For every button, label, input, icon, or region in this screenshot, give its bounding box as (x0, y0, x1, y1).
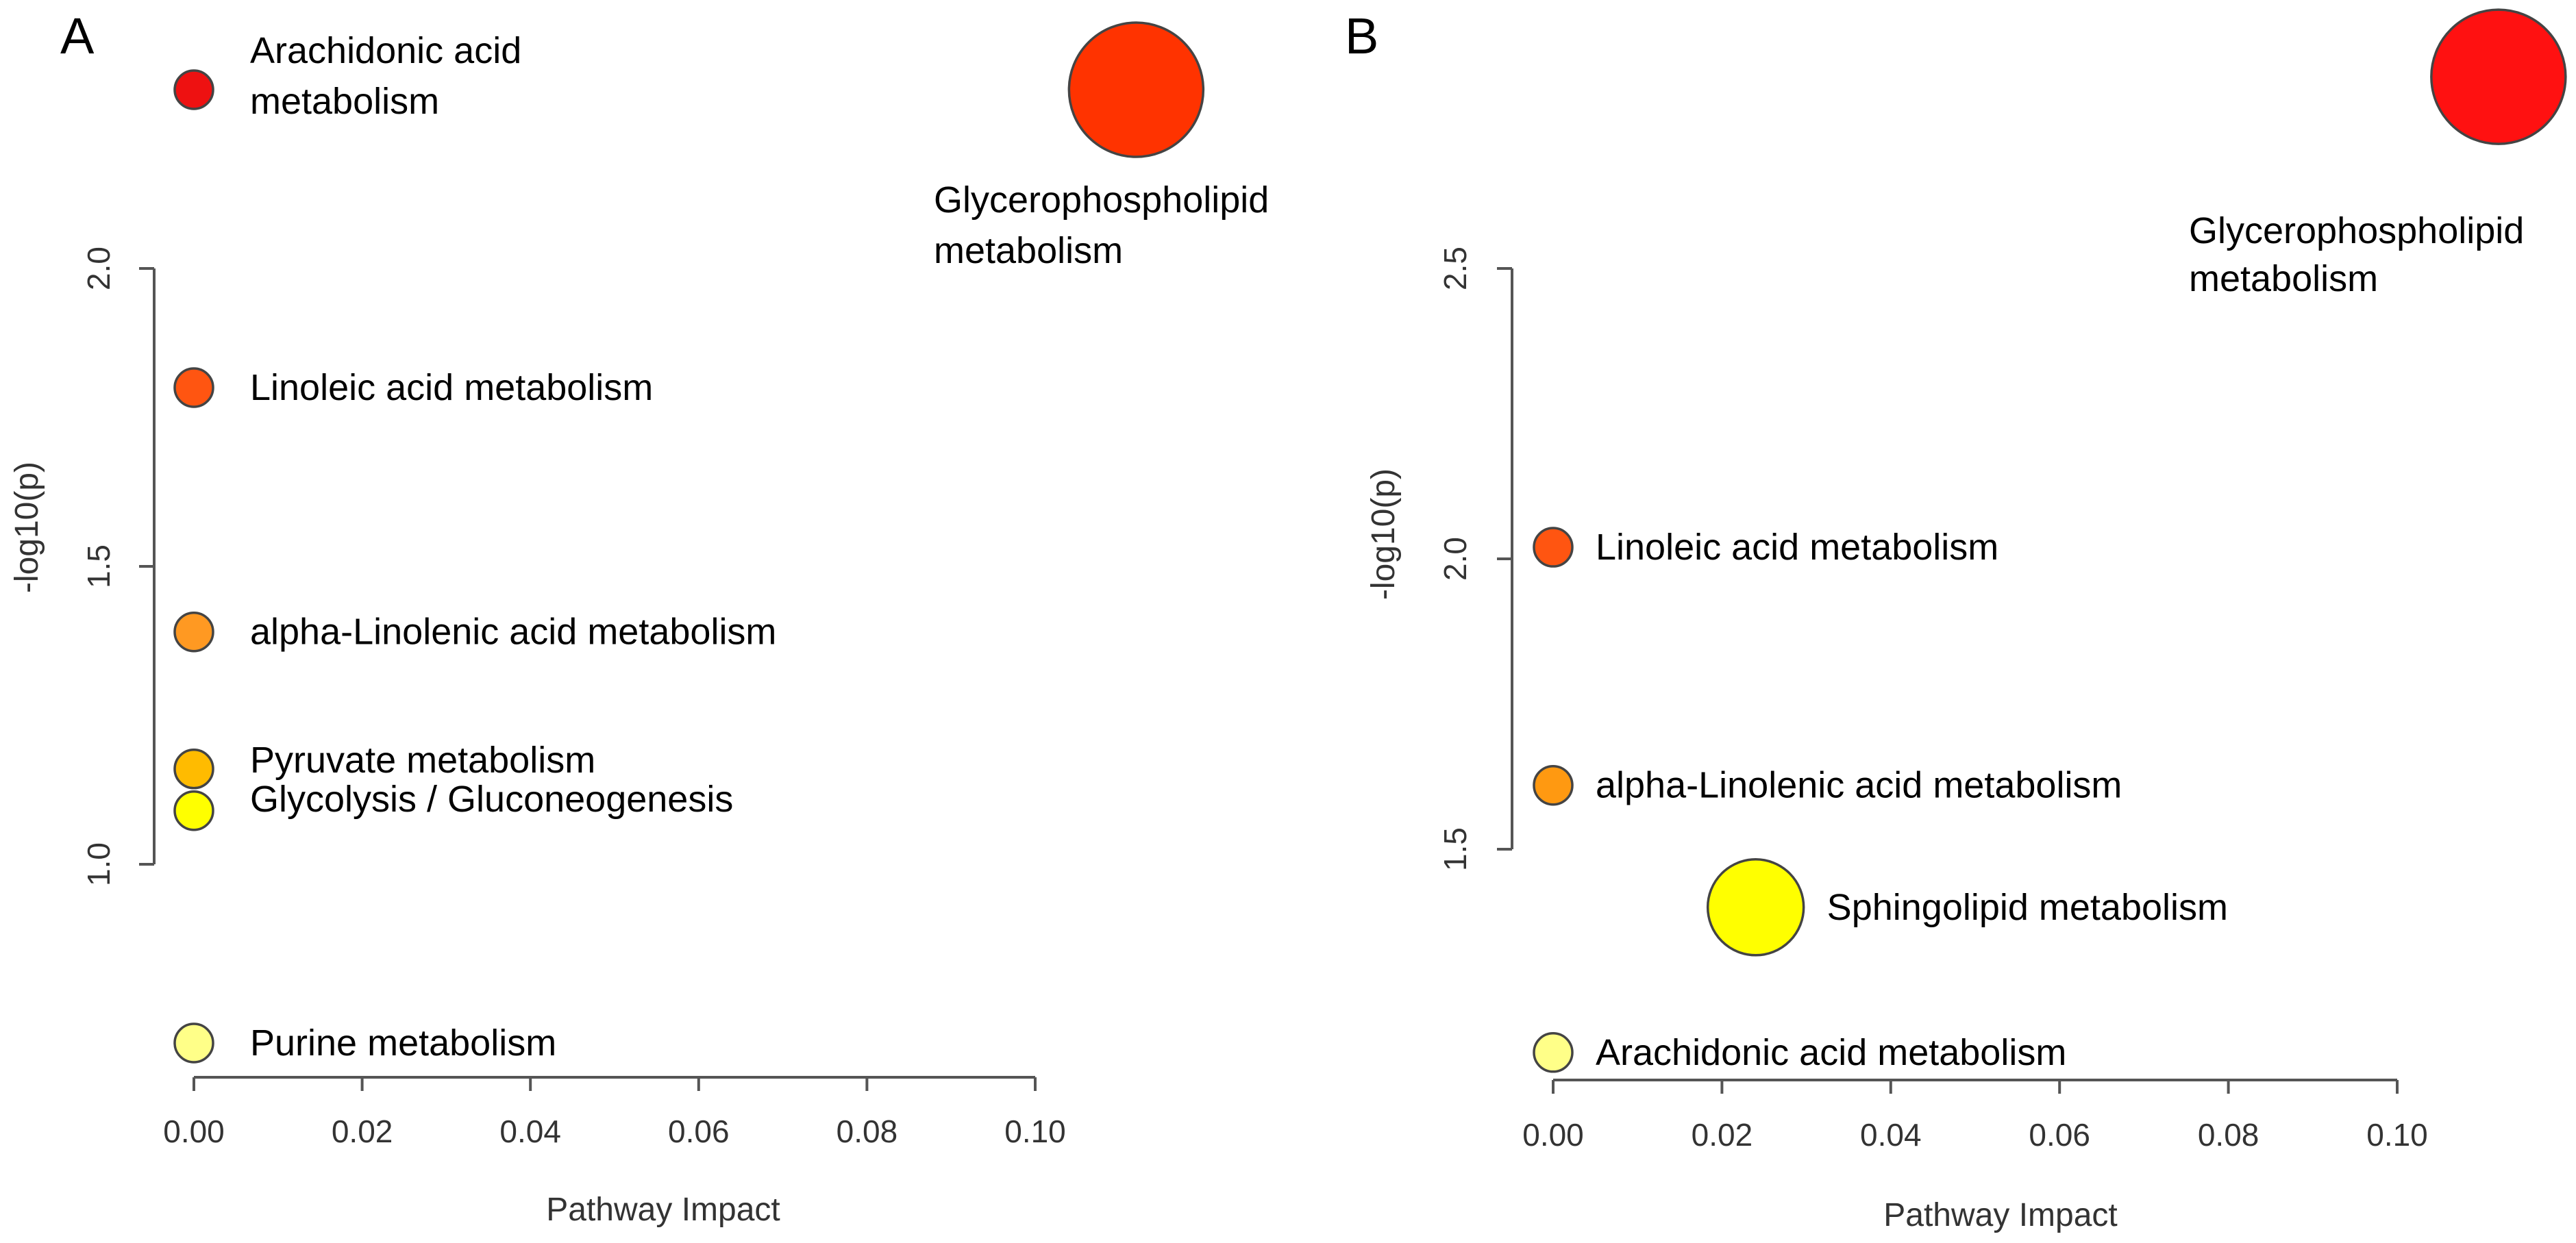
panel-a: A 1.0 1.5 2.0 -log10(p) 0.00 0.02 0.04 0.06 0.08 0… (9, 8, 1269, 1228)
x-tick-label: 0.06 (668, 1114, 730, 1149)
point-label: alpha-Linolenic acid metabolism (1596, 765, 2122, 806)
data-point (1706, 858, 1805, 957)
point-label: Linoleic acid metabolism (1596, 527, 1998, 568)
x-tick-label: 0.02 (332, 1114, 393, 1149)
point-label: Sphingolipid metabolism (1827, 887, 2228, 928)
x-tick-label: 0.10 (1004, 1114, 1066, 1149)
point-label: Glycerophospholipid (2189, 210, 2524, 251)
point-label: alpha-Linolenic acid metabolism (250, 612, 776, 653)
x-axis-title: Pathway Impact (1883, 1197, 2117, 1233)
data-point (173, 749, 214, 790)
point-label: Glycerophospholipid (934, 179, 1269, 221)
y-tick-label: 1.5 (81, 544, 116, 588)
x-tick-label: 0.04 (1860, 1117, 1922, 1153)
y-tick-label: 2.0 (81, 247, 116, 290)
point-label: Arachidonic acid metabolism (1596, 1032, 2066, 1073)
y-tick-label: 2.5 (1437, 247, 1473, 290)
y-axis-title: -log10(p) (1365, 468, 1402, 600)
y-tick-label: 1.0 (81, 842, 116, 886)
x-axis-title: Pathway Impact (546, 1192, 780, 1228)
data-point (2430, 8, 2567, 145)
y-tick-label: 1.5 (1437, 827, 1473, 871)
x-tick-label: 0.00 (1522, 1117, 1584, 1153)
data-point (173, 367, 214, 408)
data-point (173, 1022, 214, 1064)
data-point (173, 611, 214, 653)
panel-letter: B (1345, 8, 1378, 64)
point-label: Pyruvate metabolism (250, 740, 595, 781)
point-label: Arachidonic acid (250, 30, 521, 71)
x-tick-label: 0.08 (837, 1114, 898, 1149)
point-label: Purine metabolism (250, 1022, 556, 1064)
point-label: Glycolysis / Gluconeogenesis (250, 779, 733, 820)
point-label: metabolism (2189, 258, 2378, 299)
data-point (173, 69, 214, 110)
data-point (1067, 21, 1205, 158)
x-tick-label: 0.08 (2198, 1117, 2259, 1153)
x-tick-label: 0.00 (163, 1114, 225, 1149)
y-axis-title: -log10(p) (9, 462, 45, 593)
x-tick-label: 0.04 (499, 1114, 561, 1149)
data-point (1533, 764, 1574, 806)
x-tick-label: 0.02 (1692, 1117, 1753, 1153)
point-label: metabolism (250, 81, 439, 122)
data-point (173, 790, 214, 831)
point-label: Linoleic acid metabolism (250, 367, 653, 408)
data-point (1533, 1032, 1574, 1073)
y-tick-label: 2.0 (1437, 537, 1473, 581)
x-tick-label: 0.06 (2029, 1117, 2090, 1153)
panel-b: B 1.5 2.0 2.5 -log10(p) 0.00 0.02 0.04 0.06 0.08 0… (1345, 8, 2567, 1233)
data-point (1533, 527, 1574, 568)
point-label: metabolism (934, 230, 1123, 271)
x-tick-label: 0.10 (2366, 1117, 2428, 1153)
panel-letter: A (60, 8, 95, 64)
